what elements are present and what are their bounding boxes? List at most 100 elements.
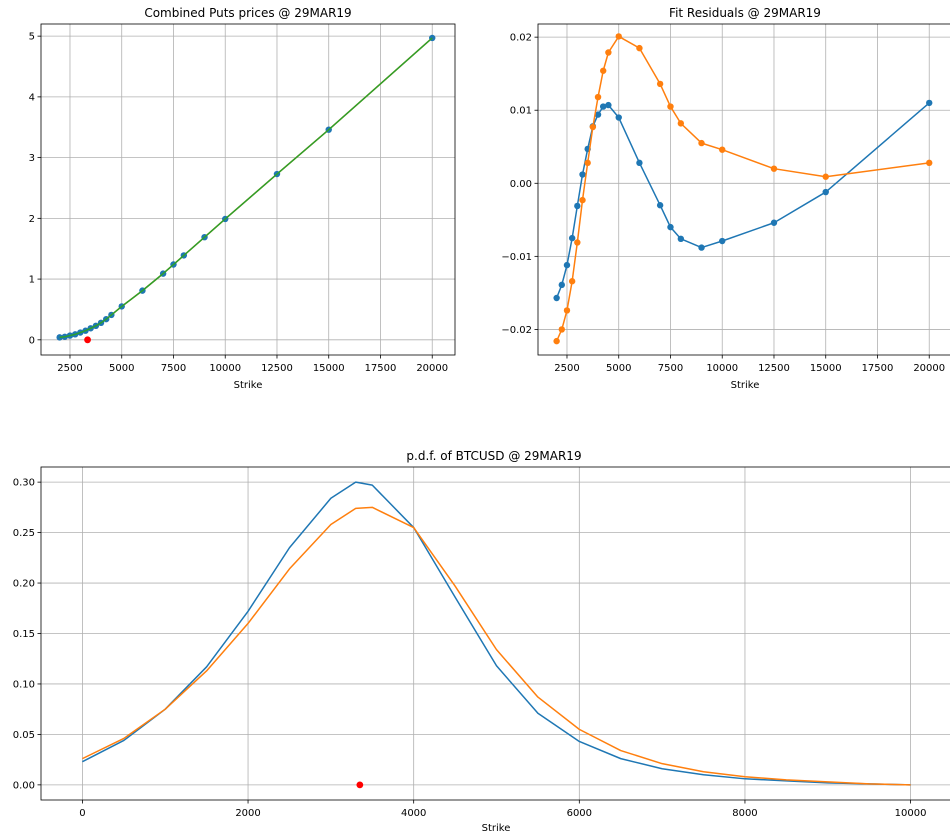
y-tick-label: 0.00 (13, 780, 35, 791)
residuals-ticks: 2500 5000 7500 10000 12500 15000 17500 20000 −0.… (501, 33, 945, 374)
pdf-series (82, 481, 911, 789)
data-point-blue (563, 261, 571, 269)
x-tick-label: 12500 (758, 363, 790, 374)
x-tick-label: 5000 (109, 363, 134, 374)
puts-chart-title: Combined Puts prices @ 29MAR19 (144, 6, 351, 20)
residuals-series (553, 33, 933, 345)
data-point-blue (698, 244, 705, 251)
puts-series (56, 34, 436, 344)
y-tick-label: 4 (29, 92, 35, 103)
data-point-orange (926, 159, 933, 167)
x-tick-label: 5000 (606, 363, 631, 374)
x-tick-label: 2000 (235, 808, 260, 819)
x-tick-label: 20000 (913, 363, 945, 374)
data-point-orange (568, 278, 576, 285)
y-tick-label: −0.01 (501, 252, 532, 263)
y-tick-label: 0.02 (510, 33, 532, 44)
x-tick-label: 7500 (658, 363, 683, 374)
y-tick-label: 0.05 (13, 730, 35, 741)
current-price-marker (84, 336, 91, 344)
x-tick-label: 17500 (365, 363, 397, 374)
puts-plot-frame (40, 23, 456, 356)
y-tick-label: 0 (29, 335, 35, 346)
data-point-orange (822, 173, 829, 180)
y-tick-label: 0.30 (13, 478, 35, 489)
data-point-orange (584, 159, 591, 167)
data-point-blue (568, 234, 576, 242)
x-tick-label: 7500 (161, 363, 186, 374)
y-tick-label: 0.20 (13, 579, 35, 590)
x-tick-label: 20000 (416, 363, 448, 374)
data-point-orange (553, 337, 560, 345)
y-tick-label: 3 (29, 153, 35, 164)
data-point-blue (667, 223, 674, 231)
data-point-orange (605, 49, 612, 56)
x-tick-label: 2500 (57, 363, 82, 374)
y-tick-label: −0.02 (501, 325, 532, 336)
data-point-blue (926, 99, 933, 107)
current-price-marker (356, 781, 364, 789)
series-line-orange (82, 506, 911, 786)
data-point-orange (579, 196, 586, 204)
x-tick-label: 17500 (862, 363, 894, 374)
y-tick-label: 0.00 (510, 179, 532, 190)
data-point-orange (615, 33, 622, 40)
data-point-blue (605, 101, 612, 109)
data-point-blue (594, 111, 602, 118)
x-tick-label: 0 (79, 808, 85, 819)
y-tick-label: 1 (29, 275, 35, 286)
data-point-orange (770, 165, 778, 172)
data-point-blue (822, 188, 829, 196)
series-line-blue (82, 481, 911, 786)
y-tick-label: 0.10 (13, 679, 35, 690)
y-tick-label: 0.15 (13, 629, 35, 640)
residuals-x-axis-label: Strike (731, 380, 760, 391)
x-tick-label: 6000 (567, 808, 592, 819)
data-point-orange (677, 120, 685, 127)
pdf-x-axis-label: Strike (482, 823, 511, 834)
data-point-blue (574, 202, 581, 210)
data-point-blue (719, 237, 726, 245)
data-point-orange (600, 67, 607, 74)
residuals-chart-title: Fit Residuals @ 29MAR19 (669, 6, 821, 20)
x-tick-label: 15000 (810, 363, 842, 374)
puts-grid (41, 24, 455, 355)
data-point-orange (636, 44, 643, 52)
y-tick-label: 5 (29, 32, 35, 43)
data-point-orange (667, 103, 674, 110)
pdf-ticks: 0 2000 4000 6000 8000 10000 0.00 0.05 0.10 0.15 0.… (13, 478, 927, 819)
residuals-plot-frame (537, 23, 950, 356)
data-point-orange (563, 307, 571, 314)
data-point-blue (615, 114, 622, 121)
data-point-blue (677, 235, 685, 243)
puts-ticks: 2500 5000 7500 10000 12500 15000 17500 20000 0 1 2… (29, 32, 449, 374)
x-tick-label: 10000 (209, 363, 241, 374)
data-point-blue (656, 202, 664, 209)
data-point-orange (719, 146, 726, 153)
puts-x-axis-label: Strike (234, 380, 263, 391)
x-tick-label: 10000 (706, 363, 738, 374)
x-tick-label: 2500 (554, 363, 579, 374)
y-tick-label: 0.01 (510, 106, 532, 117)
pdf-chart-title: p.d.f. of BTCUSD @ 29MAR19 (406, 449, 581, 463)
data-point-orange (594, 93, 602, 101)
x-tick-label: 8000 (732, 808, 757, 819)
x-tick-label: 15000 (313, 363, 345, 374)
data-point-blue (579, 171, 586, 178)
data-point-blue (770, 219, 778, 226)
residuals-grid (538, 24, 950, 355)
puts-price-chart: Combined Puts prices @ 29MAR19 2500 5000 7… (29, 6, 456, 391)
x-tick-label: 12500 (261, 363, 293, 374)
fit-residuals-chart: Fit Residuals @ 29MAR19 2500 5000 7500 1000… (501, 6, 950, 391)
data-point-orange (558, 326, 566, 333)
data-point-orange (656, 80, 664, 88)
series-line-green (59, 37, 433, 339)
data-point-blue (600, 103, 607, 110)
x-tick-label: 4000 (401, 808, 426, 819)
data-point-orange (589, 123, 597, 131)
y-tick-label: 0.25 (13, 528, 35, 539)
data-point-blue (558, 281, 566, 289)
y-tick-label: 2 (29, 214, 35, 225)
x-tick-label: 10000 (895, 808, 927, 819)
